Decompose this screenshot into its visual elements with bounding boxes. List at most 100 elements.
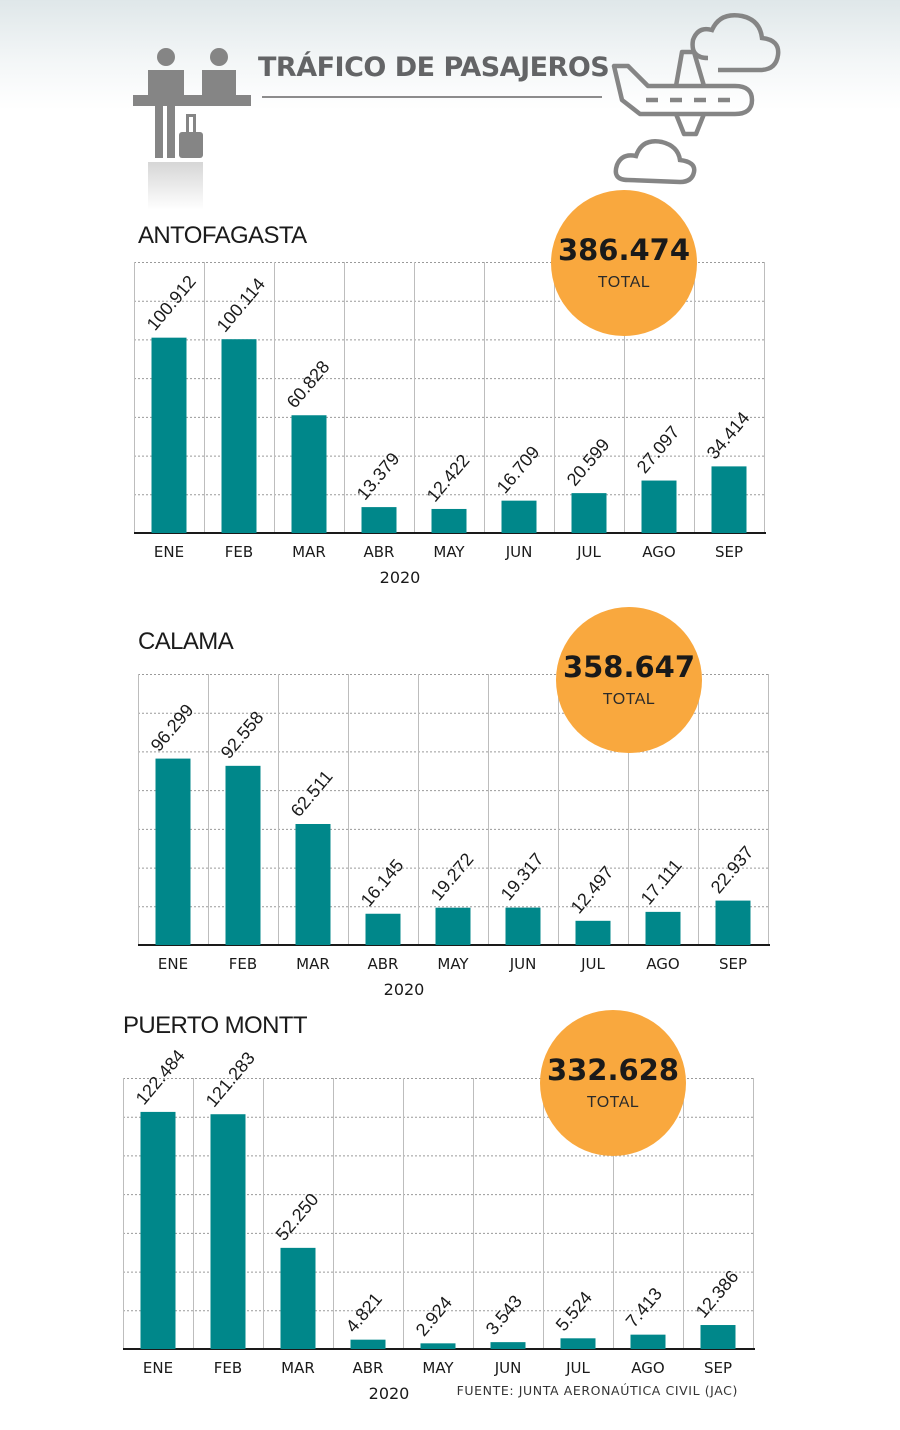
x-tick-label: ENE: [143, 1359, 173, 1377]
bar: [630, 1334, 666, 1349]
total-label: TOTAL: [586, 1094, 640, 1111]
data-label: 34.414: [703, 408, 754, 463]
title-divider: [262, 96, 602, 98]
x-axis-label: 2020: [384, 980, 425, 999]
data-label: 122.484: [132, 1046, 189, 1109]
x-tick-label: ABR: [353, 1359, 384, 1377]
data-label: 19.317: [497, 849, 548, 904]
x-tick-label: ENE: [158, 955, 188, 973]
bar: [501, 500, 537, 533]
data-label: 60.828: [283, 357, 334, 412]
x-axis-label: 2020: [380, 568, 421, 587]
bar: [361, 507, 397, 533]
x-tick-label: JUL: [565, 1359, 590, 1377]
data-label: 5.524: [552, 1288, 596, 1335]
chart-antofagasta: 100.912 ENE 100.114 FEB 60.828 MAR 13.379 ABR 12…: [134, 262, 766, 587]
bar: [295, 823, 331, 945]
total-badge-calama: 358.647 TOTAL: [556, 607, 702, 753]
data-label: 52.250: [272, 1189, 323, 1244]
data-label: 3.543: [482, 1291, 526, 1338]
bar: [715, 900, 751, 945]
x-tick-label: SEP: [719, 955, 747, 973]
chart-title-puerto-montt: PUERTO MONTT: [123, 1012, 308, 1039]
passengers-icon: [133, 48, 251, 210]
bar: [575, 920, 611, 945]
main-title: TRÁFICO DE PASAJEROS: [258, 52, 610, 83]
data-label: 27.097: [633, 422, 684, 477]
data-label: 22.937: [707, 842, 758, 897]
chart-svg: 122.484 ENE 121.283 FEB 52.250 MAR 4.821 ABR 2.9…: [123, 1046, 755, 1403]
x-tick-label: MAY: [433, 543, 465, 561]
data-label: 12.422: [423, 450, 474, 505]
x-tick-label: JUL: [580, 955, 605, 973]
bar: [225, 765, 261, 945]
bar: [711, 466, 747, 533]
x-tick-label: FEB: [225, 543, 253, 561]
bar: [291, 415, 327, 533]
x-tick-label: JUL: [576, 543, 601, 561]
total-value: 358.647: [562, 650, 696, 684]
chart-title-antofagasta: ANTOFAGASTA: [138, 222, 307, 249]
bar: [140, 1111, 176, 1349]
bar: [560, 1338, 596, 1349]
x-tick-label: MAR: [296, 955, 330, 973]
data-label: 17.111: [637, 855, 686, 908]
total-badge-puerto-montt: 332.628 TOTAL: [540, 1010, 686, 1156]
x-tick-label: ABR: [368, 955, 399, 973]
cloud-icon: [613, 13, 781, 185]
data-label: 62.511: [287, 767, 337, 821]
data-label: 12.497: [567, 862, 618, 917]
total-badge-antofagasta: 386.474 TOTAL: [551, 190, 697, 336]
data-label: 16.145: [357, 855, 408, 910]
x-tick-label: FEB: [214, 1359, 242, 1377]
airplane-icon: [611, 49, 755, 137]
x-tick-label: MAR: [281, 1359, 315, 1377]
x-tick-label: SEP: [704, 1359, 732, 1377]
x-tick-label: JUN: [494, 1359, 522, 1377]
data-label: 13.379: [353, 449, 404, 504]
x-tick-label: MAY: [437, 955, 469, 973]
bar: [571, 493, 607, 533]
bar: [641, 480, 677, 533]
x-tick-label: AGO: [631, 1359, 664, 1377]
bar: [365, 913, 401, 945]
x-tick-label: JUN: [505, 543, 533, 561]
x-tick-label: ABR: [364, 543, 395, 561]
total-label: TOTAL: [602, 691, 656, 708]
x-tick-label: AGO: [642, 543, 675, 561]
data-label: 96.299: [147, 700, 198, 755]
data-label: 2.924: [412, 1293, 456, 1340]
chart-title-calama: CALAMA: [138, 628, 234, 655]
bar: [155, 758, 191, 945]
data-label: 20.599: [563, 435, 614, 490]
bar: [700, 1325, 736, 1349]
data-label: 121.283: [202, 1048, 259, 1111]
bar: [645, 911, 681, 945]
x-tick-label: SEP: [715, 543, 743, 561]
bar: [210, 1114, 246, 1349]
x-tick-label: MAR: [292, 543, 326, 561]
x-tick-label: AGO: [646, 955, 679, 973]
data-label: 92.558: [217, 707, 268, 762]
x-tick-label: MAY: [422, 1359, 454, 1377]
data-label: 16.709: [493, 442, 544, 497]
data-label: 4.821: [342, 1289, 386, 1336]
source-note: FUENTE: JUNTA AERONAÚTICA CIVIL (JAC): [456, 1383, 738, 1398]
chart-puerto-montt: 122.484 ENE 121.283 FEB 52.250 MAR 4.821 ABR 2.9…: [123, 1046, 755, 1403]
bar: [490, 1342, 526, 1349]
bar: [420, 1343, 456, 1349]
bar: [505, 907, 541, 945]
bar: [151, 337, 187, 533]
x-tick-label: ENE: [154, 543, 184, 561]
data-label: 19.272: [427, 849, 478, 904]
x-axis-label: 2020: [369, 1384, 410, 1403]
data-label: 12.386: [692, 1267, 743, 1322]
data-label: 100.114: [213, 274, 269, 336]
bar: [280, 1247, 316, 1349]
x-tick-label: FEB: [229, 955, 257, 973]
x-tick-label: JUN: [509, 955, 537, 973]
total-label: TOTAL: [597, 274, 651, 291]
total-value: 332.628: [546, 1053, 680, 1087]
bar: [431, 508, 467, 533]
bar: [350, 1339, 386, 1349]
